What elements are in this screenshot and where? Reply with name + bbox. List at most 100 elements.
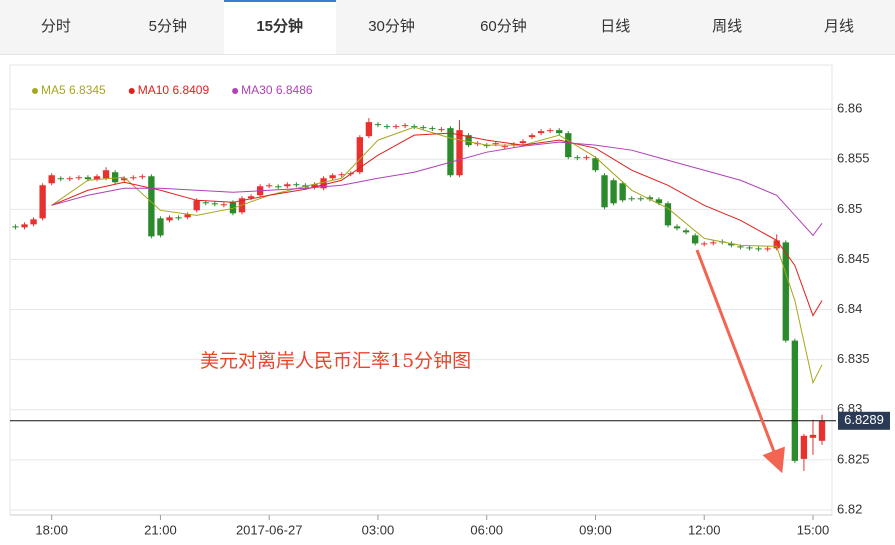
tab[interactable]: 日线: [600, 18, 631, 35]
candle-body: [682, 230, 690, 233]
legend-value: 6.8486: [276, 83, 313, 97]
candle-body: [701, 243, 708, 245]
candle-body: [57, 178, 64, 180]
x-tick-label: 12:00: [688, 522, 721, 537]
candle-body: [365, 122, 373, 137]
tab[interactable]: 月线: [824, 18, 855, 35]
y-tick-label: 6.85: [837, 201, 862, 216]
candle-body: [710, 242, 717, 244]
candle-body: [338, 174, 345, 176]
candle-body: [30, 219, 37, 225]
candle-body: [139, 176, 146, 178]
candle-body: [610, 180, 617, 204]
legend-item: MA5 6.8345: [32, 83, 106, 97]
tab[interactable]: 分时: [40, 18, 71, 35]
candle-body: [356, 137, 363, 173]
candle-body: [800, 435, 808, 459]
candle-body: [574, 157, 581, 159]
candle-body: [392, 126, 400, 128]
candle-body: [166, 217, 173, 221]
candle-body: [537, 131, 545, 134]
candle-body: [447, 128, 454, 176]
legend-label: MA30 6.8486: [241, 83, 313, 97]
candle-body: [728, 243, 735, 246]
candle-body: [492, 143, 499, 145]
legend-value: 6.8409: [172, 83, 209, 97]
candle-body: [21, 224, 28, 228]
candle-body: [664, 203, 672, 226]
candle-body: [465, 135, 472, 146]
x-tick-label: 09:00: [579, 522, 612, 537]
tab[interactable]: 60分钟: [480, 18, 527, 35]
candle-body: [764, 248, 771, 250]
candle-body: [75, 177, 83, 179]
candle-body: [48, 175, 55, 184]
tab[interactable]: 周线: [712, 18, 743, 35]
last-price-box: [838, 411, 890, 430]
candle-body: [420, 127, 427, 129]
candle-body: [374, 124, 382, 126]
candle-body: [673, 226, 681, 229]
x-tick-label: 21:00: [144, 522, 177, 537]
tab[interactable]: 30分钟: [368, 18, 415, 35]
legend-label: MA10 6.8409: [138, 83, 210, 97]
arrow: [695, 249, 785, 474]
y-tick-label: 6.855: [837, 151, 870, 166]
x-tick-label: 2017-06-27: [236, 522, 303, 537]
tab[interactable]: 15分钟: [223, 0, 336, 54]
legend-dot: [32, 88, 38, 94]
x-tick-label: 18:00: [35, 522, 68, 537]
candle-body: [818, 420, 826, 441]
candle-body: [601, 175, 608, 208]
candle-body: [320, 178, 327, 189]
candle-body: [193, 200, 200, 211]
candle-body: [755, 248, 762, 250]
candle-body: [628, 198, 635, 200]
candle-body: [510, 144, 518, 146]
candle-body: [737, 246, 744, 248]
x-tick-label: 06:00: [470, 522, 503, 537]
candle-body: [519, 141, 527, 144]
ma-line: [51, 141, 823, 237]
legend-dot: [128, 88, 135, 94]
candle-body: [148, 176, 155, 237]
candle-body: [483, 145, 490, 147]
y-tick-label: 6.835: [837, 351, 870, 366]
x-tick-label: 15:00: [797, 522, 830, 537]
candle-body: [184, 214, 191, 218]
candle-body: [592, 158, 599, 171]
candle-body: [12, 226, 19, 228]
candle-body: [102, 170, 110, 179]
candle-body: [66, 178, 73, 180]
legend-name: MA10: [138, 83, 170, 97]
candle-body: [93, 176, 101, 180]
candle-body: [39, 185, 46, 219]
y-tick-label: 6.84: [837, 301, 862, 316]
candle-body: [311, 184, 318, 188]
candle-body: [157, 218, 164, 236]
legend-item: MA30 6.8486: [232, 83, 313, 97]
candle-body: [556, 130, 563, 134]
candle-body: [293, 184, 300, 186]
x-tick-label: 03:00: [362, 522, 395, 537]
y-tick-label: 6.86: [837, 101, 862, 116]
last-price-label: 6.8289: [844, 412, 884, 427]
candle-body: [202, 202, 209, 204]
candle-body: [211, 203, 218, 205]
chart: 6.866.8556.856.8456.846.8356.836.8256.82…: [9, 64, 890, 537]
candle-body: [401, 125, 409, 127]
candle-body: [247, 196, 255, 199]
tab-bar: 分时 5分钟 15分钟 30分钟 60分钟 日线 周线 月线: [0, 0, 895, 55]
candle-body: [691, 235, 699, 244]
candle-body: [637, 198, 644, 200]
y-tick-label: 6.82: [837, 501, 862, 516]
candle-body: [275, 186, 282, 188]
candle-body: [84, 177, 92, 180]
candle-body: [220, 204, 228, 206]
candle-body: [746, 247, 753, 249]
tab[interactable]: 5分钟: [148, 18, 187, 35]
candle-body: [809, 434, 817, 438]
y-tick-label: 6.825: [837, 451, 870, 466]
candle-body: [456, 130, 463, 176]
